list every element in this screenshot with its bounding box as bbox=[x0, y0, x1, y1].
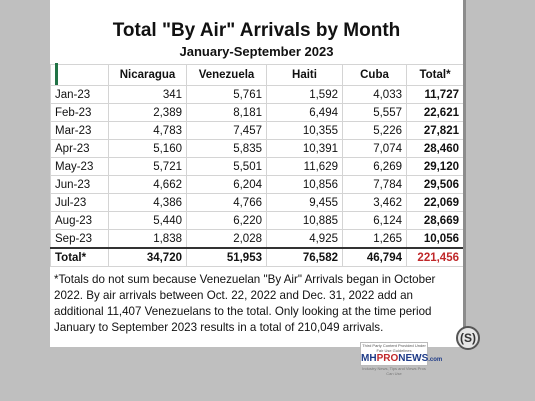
value-cell[interactable]: 5,160 bbox=[108, 139, 187, 158]
table-row: Feb-23 2,389 8,181 6,494 5,557 22,621 bbox=[50, 103, 464, 122]
value-cell[interactable]: 9,455 bbox=[266, 193, 343, 212]
grand-total-cell[interactable]: 221,456 bbox=[406, 247, 464, 267]
value-cell[interactable]: 6,124 bbox=[342, 211, 407, 230]
value-cell[interactable]: 3,462 bbox=[342, 193, 407, 212]
row-total-cell[interactable]: 10,056 bbox=[406, 229, 464, 249]
arrivals-table: Nicaragua Venezuela Haiti Cuba Total* Ja… bbox=[50, 64, 464, 267]
row-total-cell[interactable]: 28,669 bbox=[406, 211, 464, 230]
value-cell[interactable]: 4,766 bbox=[186, 193, 267, 212]
value-cell[interactable]: 5,501 bbox=[186, 157, 267, 176]
value-cell[interactable]: 5,835 bbox=[186, 139, 267, 158]
column-total-cell[interactable]: 46,794 bbox=[342, 247, 407, 267]
logo-brand-b: PRO bbox=[376, 353, 399, 364]
table-row: Apr-23 5,160 5,835 10,391 7,074 28,460 bbox=[50, 139, 464, 158]
table-row: Mar-23 4,783 7,457 10,355 5,226 27,821 bbox=[50, 121, 464, 140]
month-cell[interactable]: Apr-23 bbox=[50, 139, 109, 158]
value-cell[interactable]: 5,761 bbox=[186, 85, 267, 104]
month-cell[interactable]: Mar-23 bbox=[50, 121, 109, 140]
value-cell[interactable]: 8,181 bbox=[186, 103, 267, 122]
month-cell[interactable]: Sep-23 bbox=[50, 229, 109, 249]
value-cell[interactable]: 6,204 bbox=[186, 175, 267, 194]
row-total-cell[interactable]: 27,821 bbox=[406, 121, 464, 140]
value-cell[interactable]: 4,662 bbox=[108, 175, 187, 194]
row-total-cell[interactable]: 22,621 bbox=[406, 103, 464, 122]
sheet-right-border bbox=[463, 0, 466, 347]
value-cell[interactable]: 11,629 bbox=[266, 157, 343, 176]
total-label-cell[interactable]: Total* bbox=[50, 247, 109, 267]
total-row: Total* 34,720 51,953 76,582 46,794 221,456 bbox=[50, 247, 464, 267]
table-row: Aug-23 5,440 6,220 10,885 6,124 28,669 bbox=[50, 211, 464, 230]
row-total-cell[interactable]: 11,727 bbox=[406, 85, 464, 104]
column-header[interactable]: Total* bbox=[406, 64, 464, 86]
value-cell[interactable]: 5,721 bbox=[108, 157, 187, 176]
column-total-cell[interactable]: 51,953 bbox=[186, 247, 267, 267]
value-cell[interactable]: 2,028 bbox=[186, 229, 267, 249]
column-header[interactable]: Nicaragua bbox=[108, 64, 187, 86]
table-row: May-23 5,721 5,501 11,629 6,269 29,120 bbox=[50, 157, 464, 176]
month-cell[interactable]: Jul-23 bbox=[50, 193, 109, 212]
value-cell[interactable]: 7,784 bbox=[342, 175, 407, 194]
value-cell[interactable]: 1,838 bbox=[108, 229, 187, 249]
logo-fair-use-text: Third Party Content Provided Under Fair … bbox=[362, 343, 426, 353]
footnote: *Totals do not sum because Venezuelan "B… bbox=[54, 273, 436, 334]
value-cell[interactable]: 1,592 bbox=[266, 85, 343, 104]
value-cell[interactable]: 6,220 bbox=[186, 211, 267, 230]
value-cell[interactable]: 5,440 bbox=[108, 211, 187, 230]
logo-tagline: Industry News, Tips and Views Pros Can U… bbox=[362, 366, 426, 376]
month-cell[interactable]: Feb-23 bbox=[50, 103, 109, 122]
value-cell[interactable]: 4,925 bbox=[266, 229, 343, 249]
column-header[interactable]: Haiti bbox=[266, 64, 343, 86]
logo-brand-a: MH bbox=[361, 353, 377, 364]
column-header[interactable]: Cuba bbox=[342, 64, 407, 86]
value-cell[interactable]: 10,885 bbox=[266, 211, 343, 230]
logo-brand: MHPRONEWS.com bbox=[361, 353, 442, 366]
logo-brand-c: NEWS bbox=[398, 353, 429, 364]
value-cell[interactable]: 7,074 bbox=[342, 139, 407, 158]
value-cell[interactable]: 1,265 bbox=[342, 229, 407, 249]
column-header[interactable]: Venezuela bbox=[186, 64, 267, 86]
table-row: Sep-23 1,838 2,028 4,925 1,265 10,056 bbox=[50, 229, 464, 249]
value-cell[interactable]: 4,783 bbox=[108, 121, 187, 140]
column-total-cell[interactable]: 76,582 bbox=[266, 247, 343, 267]
value-cell[interactable]: 10,391 bbox=[266, 139, 343, 158]
value-cell[interactable]: 2,389 bbox=[108, 103, 187, 122]
table-row: Jun-23 4,662 6,204 10,856 7,784 29,506 bbox=[50, 175, 464, 194]
month-cell[interactable]: Aug-23 bbox=[50, 211, 109, 230]
row-total-cell[interactable]: 28,460 bbox=[406, 139, 464, 158]
value-cell[interactable]: 7,457 bbox=[186, 121, 267, 140]
value-cell[interactable]: 4,033 bbox=[342, 85, 407, 104]
value-cell[interactable]: 6,494 bbox=[266, 103, 343, 122]
month-cell[interactable]: Jan-23 bbox=[50, 85, 109, 104]
value-cell[interactable]: 4,386 bbox=[108, 193, 187, 212]
cell-selection-indicator bbox=[55, 63, 58, 85]
row-total-cell[interactable]: 29,120 bbox=[406, 157, 464, 176]
value-cell[interactable]: 5,226 bbox=[342, 121, 407, 140]
value-cell[interactable]: 10,856 bbox=[266, 175, 343, 194]
value-cell[interactable]: 10,355 bbox=[266, 121, 343, 140]
month-cell[interactable]: Jun-23 bbox=[50, 175, 109, 194]
table-body: Jan-23 341 5,761 1,592 4,033 11,727 Feb-23 2,38… bbox=[50, 85, 464, 267]
table-subtitle: January-September 2023 bbox=[179, 44, 334, 59]
table-row: Jul-23 4,386 4,766 9,455 3,462 22,069 bbox=[50, 193, 464, 212]
row-total-cell[interactable]: 29,506 bbox=[406, 175, 464, 194]
value-cell[interactable]: 6,269 bbox=[342, 157, 407, 176]
value-cell[interactable]: 341 bbox=[108, 85, 187, 104]
copyright-icon: (S) bbox=[456, 326, 480, 350]
value-cell[interactable]: 5,557 bbox=[342, 103, 407, 122]
row-total-cell[interactable]: 22,069 bbox=[406, 193, 464, 212]
column-total-cell[interactable]: 34,720 bbox=[108, 247, 187, 267]
header-row: Nicaragua Venezuela Haiti Cuba Total* bbox=[50, 64, 464, 86]
month-cell[interactable]: May-23 bbox=[50, 157, 109, 176]
logo-brand-d: .com bbox=[428, 357, 443, 363]
table-title: Total "By Air" Arrivals by Month bbox=[112, 20, 401, 41]
mhpronews-logo[interactable]: Third Party Content Provided Under Fair … bbox=[360, 342, 442, 376]
spreadsheet-sheet: Total "By Air" Arrivals by Month January… bbox=[50, 0, 464, 347]
table-row: Jan-23 341 5,761 1,592 4,033 11,727 bbox=[50, 85, 464, 104]
column-header[interactable] bbox=[50, 64, 109, 86]
